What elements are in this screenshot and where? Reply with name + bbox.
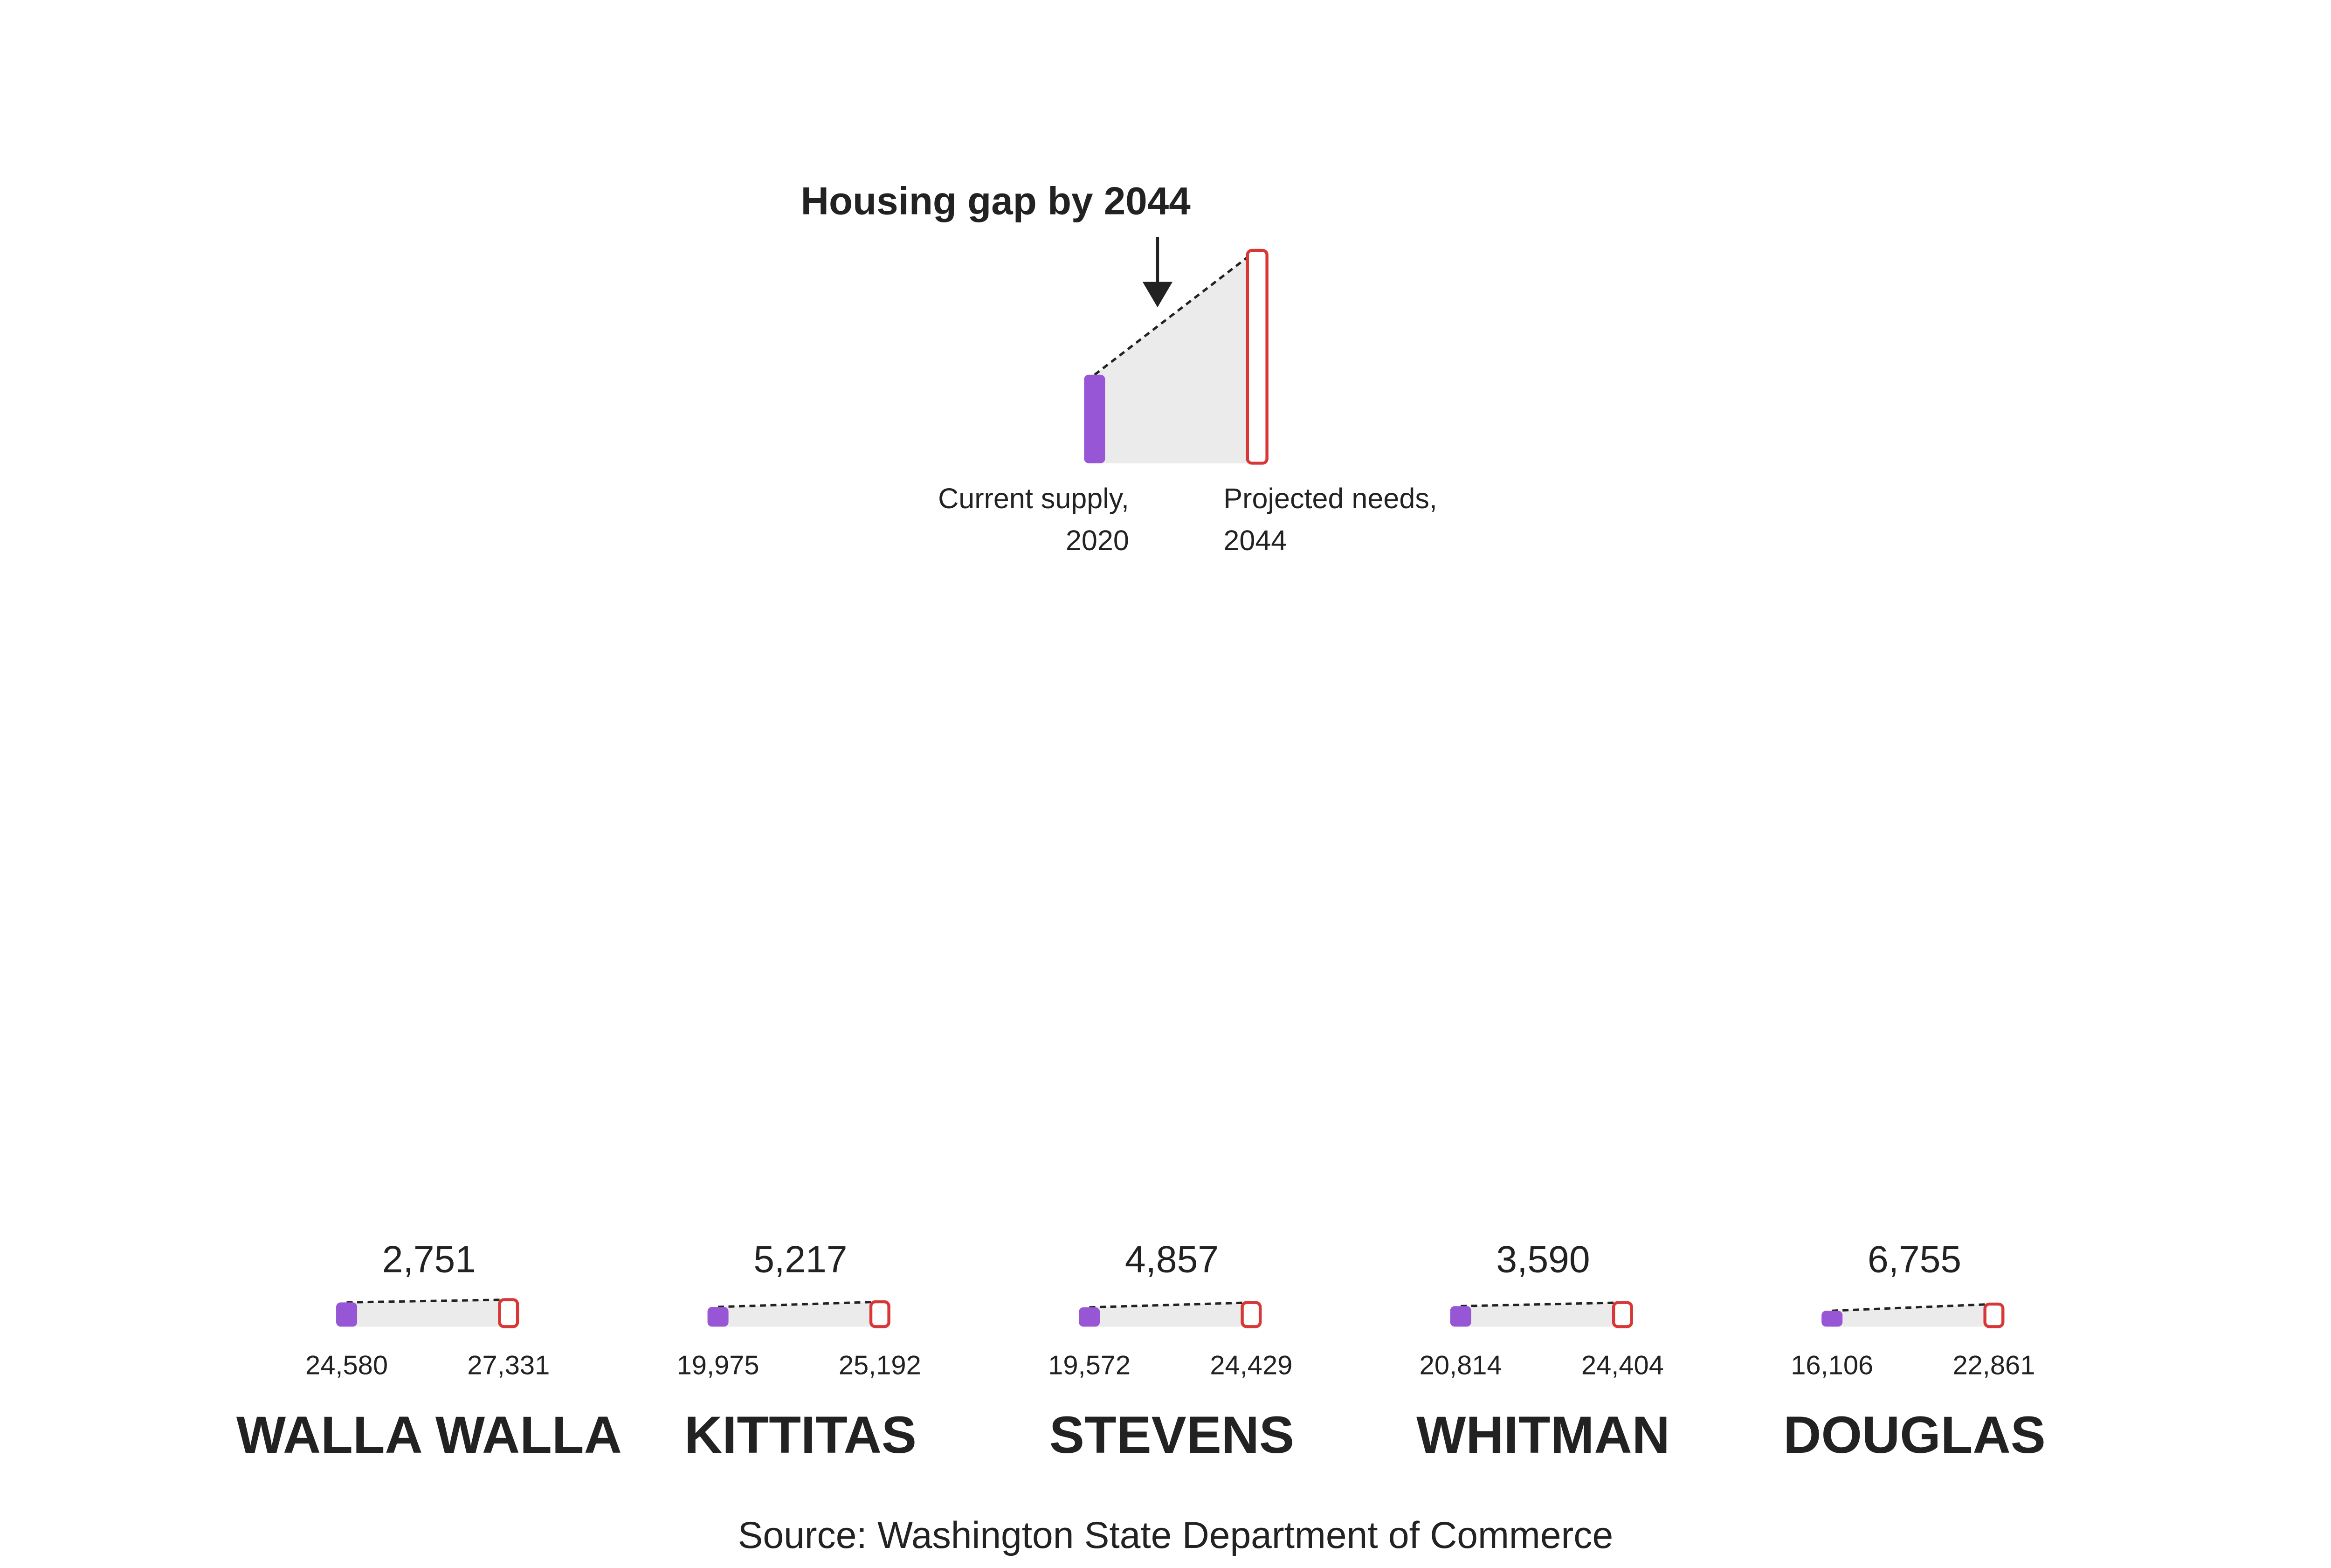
supply-label: 19,975 xyxy=(677,1350,759,1380)
key-supply-label-box: Current supply, 2020 xyxy=(938,484,1129,558)
gap-area xyxy=(1832,1304,1994,1327)
supply-bar xyxy=(1821,1311,1843,1327)
supply-label: 19,572 xyxy=(1048,1350,1131,1380)
gap-label: 3,590 xyxy=(1496,1238,1590,1280)
needs-label: 24,429 xyxy=(1210,1350,1292,1380)
key-needs-label: Projected needs, 2044 xyxy=(1223,484,1437,558)
needs-label: 24,404 xyxy=(1581,1350,1664,1380)
source: Source: Washington State Department of C… xyxy=(738,1514,1613,1556)
supply-bar xyxy=(1450,1306,1471,1327)
county-name: KITTITAS xyxy=(684,1405,917,1464)
needs-bar xyxy=(869,1300,890,1328)
key-needs-bar xyxy=(1246,249,1269,465)
supply-bar xyxy=(1079,1307,1100,1327)
supply-bar xyxy=(336,1302,358,1327)
key-dashed-line xyxy=(1094,249,1257,376)
needs-label: 27,331 xyxy=(467,1350,550,1380)
gap-area xyxy=(1461,1302,1623,1327)
gap-label: 6,755 xyxy=(1868,1238,1961,1280)
county-name: WALLA WALLA xyxy=(236,1405,622,1464)
needs-bar xyxy=(1983,1302,2005,1328)
needs-label: 22,861 xyxy=(1952,1350,2035,1380)
needs-bar xyxy=(1612,1301,1633,1328)
gap-label: 2,751 xyxy=(382,1238,476,1280)
key-supply-label: Current supply, 2020 xyxy=(938,484,1129,558)
supply-label: 24,580 xyxy=(305,1350,388,1380)
gap-area xyxy=(346,1299,509,1327)
key-supply-bar xyxy=(1084,374,1105,463)
county-name: DOUGLAS xyxy=(1783,1405,2046,1464)
needs-bar xyxy=(498,1298,519,1328)
key-title: Housing gap by 2044 xyxy=(801,179,1191,222)
gap-area xyxy=(718,1302,880,1327)
needs-label: 25,192 xyxy=(839,1350,921,1380)
supply-bar xyxy=(707,1307,729,1327)
gap-area xyxy=(1089,1302,1251,1327)
needs-bar xyxy=(1241,1301,1262,1328)
key-arrow-head xyxy=(1142,282,1173,308)
gap-label: 5,217 xyxy=(753,1238,847,1280)
key-needs-label-box: Projected needs, 2044 xyxy=(1223,484,1437,558)
key: Housing gap by 2044 Current supply, 2020… xyxy=(801,179,1437,558)
gap-label: 4,857 xyxy=(1125,1238,1219,1280)
county-name: STEVENS xyxy=(1049,1405,1294,1464)
supply-label: 16,106 xyxy=(1791,1350,1873,1380)
key-gap-area xyxy=(1094,250,1257,463)
supply-label: 20,814 xyxy=(1420,1350,1502,1380)
county-name: WHITMAN xyxy=(1416,1405,1670,1464)
